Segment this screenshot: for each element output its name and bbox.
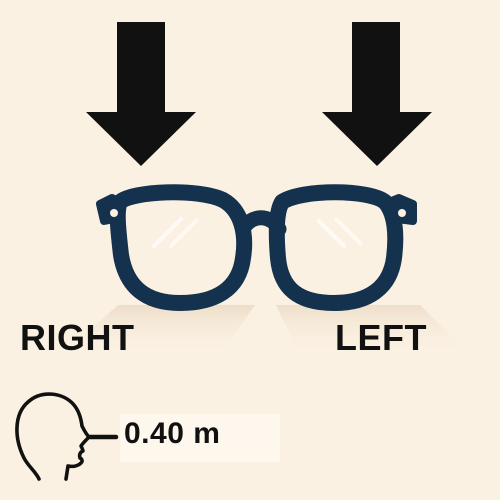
right-temple [96,194,124,225]
right-label: RIGHT [20,317,135,358]
right-lens-reflection-1 [152,217,183,248]
distance-label-background [120,414,280,462]
left-lens-reflection-1 [317,219,346,248]
down-arrow-icon [86,22,196,166]
head-profile-icon [15,392,91,481]
left-label: LEFT [335,317,427,358]
right-lens-reflection-2 [169,218,199,248]
left-temple-rivet [398,209,406,217]
left-lens-reflection-2 [334,217,363,246]
glasses-shadow-left [276,305,470,355]
bridge [235,210,287,237]
glasses-icon [96,184,417,311]
left-lens-frame [268,184,404,311]
glasses-shadow-right [62,305,255,355]
right-lens-frame [109,184,253,311]
right-temple-rivet [110,209,118,217]
down-arrow-icon [322,22,432,166]
distance-value: 0.40 m [124,417,221,450]
